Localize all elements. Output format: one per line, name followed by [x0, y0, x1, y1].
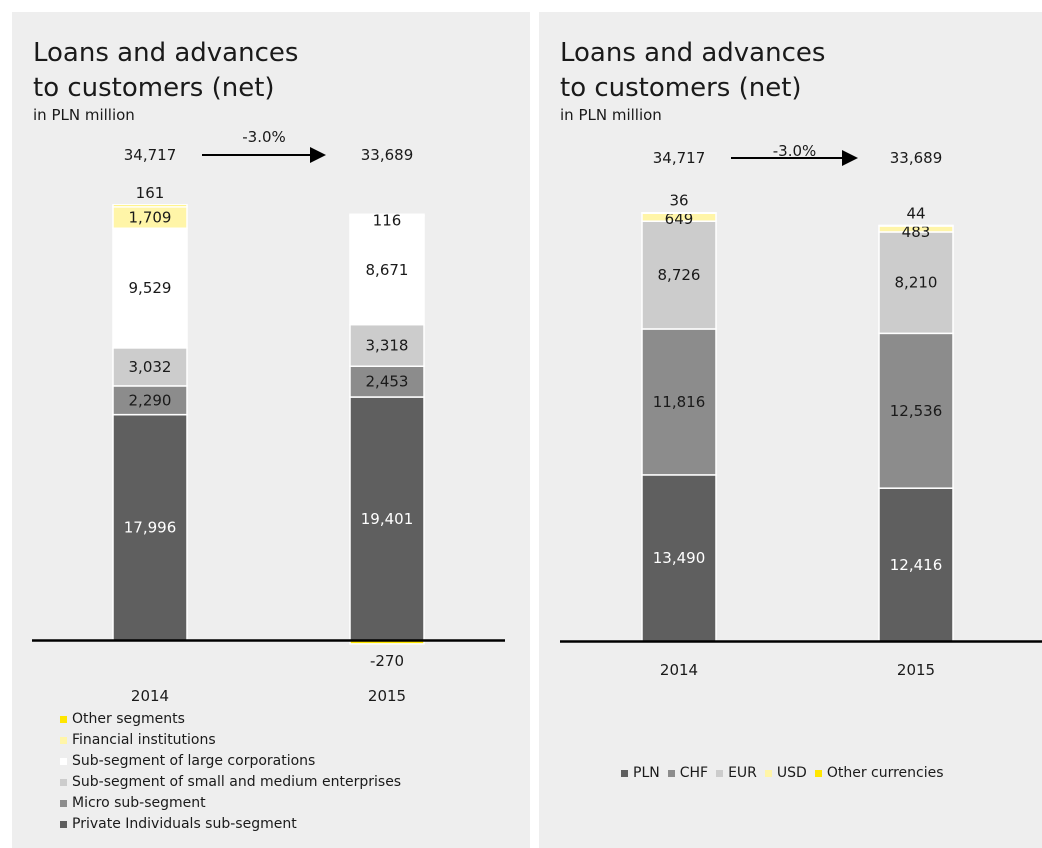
- legend-item-sub-segment-of-large-corporations: Sub-segment of large corporations: [60, 751, 401, 772]
- legend-swatch: [60, 716, 67, 723]
- change-label: -3.0%: [773, 142, 817, 160]
- data-label-pln-2015: 12,416: [890, 556, 943, 574]
- data-label-financial-institutions-2015: 116: [373, 211, 402, 229]
- data-label-sub-segment-of-small-and-medium-enterprises-2014: 3,032: [129, 358, 172, 376]
- x-tick-label-2015: 2015: [368, 687, 406, 705]
- change-arrow-head: [842, 150, 858, 166]
- legend-swatch: [716, 769, 724, 777]
- chart-subtitle: in PLN million: [33, 106, 135, 124]
- chart-panel-currencies: Loans and advances to customers (net) in…: [539, 12, 1042, 848]
- legend-swatch: [60, 800, 67, 807]
- total-label-2015: 33,689: [361, 146, 414, 164]
- total-label-2014: 34,717: [124, 146, 177, 164]
- x-tick-label-2015: 2015: [897, 661, 935, 679]
- bar-private-individuals-sub-segment-2014: [112, 413, 188, 642]
- legend-label: Financial institutions: [72, 732, 216, 748]
- legend-swatch: [764, 769, 772, 777]
- legend-swatch: [60, 737, 67, 744]
- data-label-micro-sub-segment-2014: 2,290: [129, 391, 172, 409]
- data-label-usd-2014: 649: [665, 210, 694, 228]
- legend-item-sub-segment-of-small-and-medium-enterprises: Sub-segment of small and medium enterpri…: [60, 772, 401, 793]
- data-label-eur-2015: 8,210: [895, 274, 938, 292]
- legend-label: Other currencies: [826, 765, 944, 781]
- legend-label: Sub-segment of small and medium enterpri…: [72, 774, 402, 790]
- legend-label: EUR: [728, 765, 757, 781]
- legend-label: USD: [776, 765, 807, 781]
- chart-subtitle: in PLN million: [560, 106, 662, 124]
- data-label-sub-segment-of-large-corporations-2014: 9,529: [129, 279, 172, 297]
- data-label-micro-sub-segment-2015: 2,453: [366, 373, 409, 391]
- chart-title: Loans and advances to customers (net): [33, 38, 299, 103]
- bar-pln-2014: [641, 474, 717, 643]
- bar-other-currencies-2015: [878, 224, 954, 227]
- legend-swatch: [60, 779, 67, 786]
- legend-item-other-segments: Other segments: [60, 709, 401, 730]
- legend-item-usd: USD: [764, 765, 807, 781]
- legend-item-chf: CHF: [667, 765, 709, 781]
- legend-label: CHF: [679, 765, 709, 781]
- data-label-private-individuals-sub-segment-2014: 17,996: [124, 519, 177, 537]
- change-arrow-head: [310, 147, 326, 163]
- total-label-2015: 33,689: [890, 149, 943, 167]
- data-label-eur-2014: 8,726: [658, 266, 701, 284]
- bar-other-currencies-2014: [641, 211, 717, 214]
- data-label-private-individuals-sub-segment-2015: 19,401: [361, 510, 414, 528]
- bar-chf-2014: [641, 328, 717, 476]
- x-tick-label-2014: 2014: [131, 687, 169, 705]
- bar-sub-segment-of-small-and-medium-enterprises-2015: [349, 323, 425, 367]
- data-label-chf-2015: 12,536: [890, 402, 943, 420]
- x-tick-label-2014: 2014: [660, 661, 698, 679]
- total-label-2014: 34,717: [653, 149, 706, 167]
- data-label-sub-segment-of-large-corporations-2015: 8,671: [366, 261, 409, 279]
- legend-item-pln: PLN: [621, 765, 660, 781]
- data-label-other-segments-2015: -270: [370, 652, 404, 670]
- chart-title: Loans and advances to customers (net): [560, 38, 826, 103]
- data-label-usd-2015: 483: [902, 223, 931, 241]
- legend-label: Other segments: [72, 711, 185, 727]
- bar-sub-segment-of-large-corporations-2014: [112, 227, 188, 349]
- bar-other-segments-2014: [112, 204, 188, 208]
- legend-label: Micro sub-segment: [72, 795, 206, 811]
- legend-item-financial-institutions: Financial institutions: [60, 730, 401, 751]
- data-label-other-currencies-2014: 36: [669, 192, 688, 210]
- chart-panel-segments: Loans and advances to customers (net) in…: [12, 12, 530, 848]
- segments-chart-svg: 17,996 2,290 3,032 9,529 1,709 161 34,717 2014 1…: [32, 128, 505, 705]
- legend-swatch: [667, 769, 675, 777]
- legend-swatch: [621, 769, 628, 777]
- legend-label: PLN: [633, 765, 660, 781]
- data-label-other-segments-2014: 161: [136, 184, 165, 202]
- legend-item-micro-sub-segment: Micro sub-segment: [60, 793, 401, 814]
- change-label: -3.0%: [242, 128, 286, 146]
- legend-label: Private Individuals sub-segment: [72, 816, 297, 832]
- bar-financial-institutions-2015: [349, 213, 425, 217]
- legend-label: Sub-segment of large corporations: [72, 753, 316, 769]
- data-label-financial-institutions-2014: 1,709: [129, 209, 172, 227]
- data-label-sub-segment-of-small-and-medium-enterprises-2015: 3,318: [366, 336, 409, 354]
- legend-swatch: [814, 769, 822, 777]
- legend-swatch: [60, 821, 67, 828]
- chart-legend: Other segments Financial institutions Sub-…: [60, 709, 401, 835]
- bar-eur-2014: [641, 220, 717, 330]
- legend-item-other-currencies: Other currencies: [814, 765, 944, 781]
- legend-item-eur: EUR: [716, 765, 757, 781]
- data-label-chf-2014: 11,816: [653, 393, 706, 411]
- bar-private-individuals-sub-segment-2015: [349, 396, 425, 642]
- legend-swatch: [60, 758, 67, 765]
- bar-sub-segment-of-small-and-medium-enterprises-2014: [112, 347, 188, 387]
- chart-legend: PLN CHF EUR USD Other currencies: [621, 765, 952, 781]
- data-label-other-currencies-2015: 44: [906, 204, 925, 222]
- legend-item-private-individuals-sub-segment: Private Individuals sub-segment: [60, 814, 401, 835]
- data-label-pln-2014: 13,490: [653, 549, 706, 567]
